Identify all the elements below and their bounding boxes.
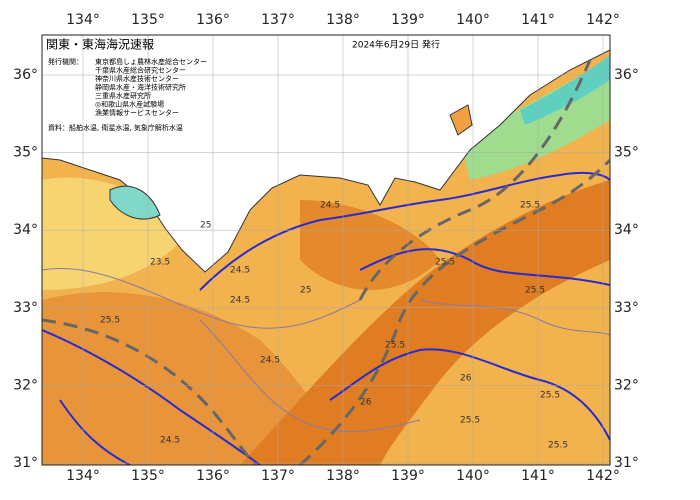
issuer-name: 東京都島しょ農林水産総合センター bbox=[95, 57, 207, 66]
contour-label: 26 bbox=[460, 374, 472, 384]
lon-tick-label: 140° bbox=[456, 12, 490, 28]
contour-label: 24.5 bbox=[230, 266, 250, 276]
contour-label: 24.5 bbox=[160, 436, 180, 446]
current-axis bbox=[299, 158, 610, 465]
lon-tick-label: 142° bbox=[586, 468, 620, 484]
issuer-name: ◎和歌山県水産試験場 bbox=[95, 100, 164, 109]
lon-tick-label: 136° bbox=[196, 12, 230, 28]
contour-label: 25.5 bbox=[540, 391, 560, 401]
lon-tick-label: 142° bbox=[586, 12, 620, 28]
contour-line bbox=[42, 268, 361, 329]
lon-tick-label: 134° bbox=[66, 468, 100, 484]
kuroshio bbox=[42, 59, 610, 465]
title: 関東・東海海況速報 bbox=[46, 37, 154, 52]
lat-tick-label: 33° bbox=[13, 300, 38, 316]
peninsula bbox=[449, 104, 473, 136]
lon-tick-label: 139° bbox=[391, 468, 425, 484]
lon-tick-label: 141° bbox=[521, 468, 555, 484]
lat-tick-label: 35° bbox=[13, 145, 38, 161]
issuer-name: 三重県水産研究所 bbox=[95, 91, 151, 100]
contours-minor bbox=[42, 268, 610, 433]
lat-tick-label: 35° bbox=[614, 145, 639, 161]
contour-label: 25.5 bbox=[385, 341, 405, 351]
contour-line bbox=[199, 171, 610, 291]
contour-label: 24.5 bbox=[230, 296, 250, 306]
lat-tick-label: 34° bbox=[13, 222, 38, 238]
contour-label: 24.5 bbox=[320, 201, 340, 211]
contour-label: 25 bbox=[200, 221, 211, 231]
lon-tick-label: 138° bbox=[326, 468, 360, 484]
warm-water bbox=[300, 200, 440, 290]
warm-water bbox=[240, 180, 610, 465]
issuer-name: 静岡県水産・海洋技術研究所 bbox=[95, 83, 186, 92]
issue-date: 2024年6月29日 発行 bbox=[352, 39, 440, 51]
lat-tick-label: 34° bbox=[614, 222, 639, 238]
issuer-name: 漁業情報サービスセンター bbox=[95, 108, 179, 117]
lon-tick-label: 139° bbox=[391, 12, 425, 28]
bay bbox=[109, 185, 161, 220]
issuer-list: 東京都島しょ農林水産総合センター千葉県水産総合研究センター神奈川県水産技術センタ… bbox=[95, 57, 207, 117]
contour-labels: 24.5 25.5 23.5 24.5 24.5 25 24.5 26 25.5 25.5 25.5… bbox=[100, 201, 568, 451]
lon-tick-label: 138° bbox=[326, 12, 360, 28]
map-frame bbox=[41, 34, 611, 466]
lat-tick-label: 32° bbox=[614, 377, 639, 393]
coastal-water bbox=[520, 55, 610, 125]
contour-label: 25.5 bbox=[520, 201, 540, 211]
contours bbox=[42, 171, 610, 465]
issuer-name: 神奈川県水産技術センター bbox=[95, 74, 179, 83]
contour-label: 25.5 bbox=[435, 258, 455, 268]
contour-label: 23.5 bbox=[150, 258, 170, 268]
lat-tick-label: 36° bbox=[614, 67, 639, 83]
lat-tick-label: 36° bbox=[13, 67, 38, 83]
contour-label: 25.5 bbox=[460, 416, 480, 426]
issuer-label: 発行機関： bbox=[48, 57, 83, 66]
lat-tick-label: 31° bbox=[13, 455, 38, 471]
lat-tick-label: 33° bbox=[614, 300, 639, 316]
contour-line bbox=[329, 348, 610, 441]
current-axis bbox=[358, 59, 592, 301]
graticule bbox=[42, 35, 610, 465]
contour-line bbox=[359, 248, 610, 286]
lat-tick-label: 31° bbox=[614, 455, 639, 471]
contour-line bbox=[59, 399, 131, 465]
contour-label: 26 bbox=[360, 398, 372, 408]
contour-label: 24.5 bbox=[260, 356, 280, 366]
lon-tick-label: 140° bbox=[456, 468, 490, 484]
contour-label: 25.5 bbox=[525, 286, 545, 296]
lon-tick-label: 141° bbox=[521, 12, 555, 28]
contour-line bbox=[199, 319, 421, 433]
contour-line bbox=[42, 329, 261, 465]
lon-tick-label: 137° bbox=[261, 12, 295, 28]
issuer-name: 千葉県水産総合研究センター bbox=[95, 66, 186, 75]
source: 資料：船舶水温, 衛星水温, 気象庁解析水温 bbox=[48, 123, 183, 132]
axis-ticks: 134° 134° 135° 135° 136° 136° 137° 137° 138° 138°… bbox=[13, 12, 639, 484]
land bbox=[42, 35, 610, 273]
lon-tick-label: 137° bbox=[261, 468, 295, 484]
contour-label: 25.5 bbox=[100, 316, 120, 326]
contour-line bbox=[419, 299, 610, 336]
contour-label: 25 bbox=[300, 286, 311, 296]
contour-label: 25.5 bbox=[548, 441, 568, 451]
warm-water bbox=[42, 292, 340, 465]
lon-tick-label: 135° bbox=[131, 12, 165, 28]
map-body: 24.5 25.5 23.5 24.5 24.5 25 24.5 26 25.5 25.5 25.5… bbox=[42, 35, 610, 465]
lon-tick-label: 135° bbox=[131, 468, 165, 484]
current-axis bbox=[42, 318, 257, 465]
lon-tick-label: 134° bbox=[66, 12, 100, 28]
lat-tick-label: 32° bbox=[13, 377, 38, 393]
lon-tick-label: 136° bbox=[196, 468, 230, 484]
